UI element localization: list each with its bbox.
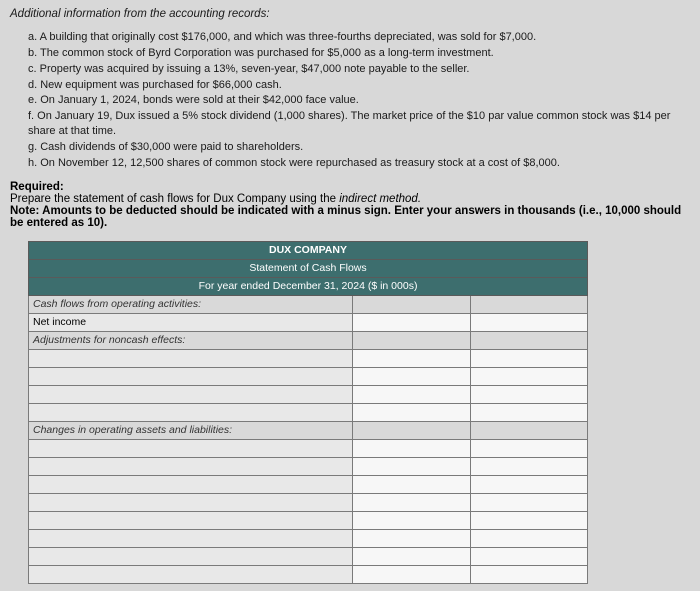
cell-input[interactable] (470, 547, 587, 565)
table-period: For year ended December 31, 2024 ($ in 0… (29, 277, 588, 295)
table-subtitle: Statement of Cash Flows (29, 259, 588, 277)
cell-input[interactable] (353, 367, 470, 385)
info-item-f: f. On January 19, Dux issued a 5% stock … (28, 109, 690, 139)
cell-input[interactable] (353, 331, 470, 349)
cell-input[interactable] (470, 439, 587, 457)
cell-input[interactable] (470, 349, 587, 367)
cell-input[interactable] (470, 403, 587, 421)
cell-input[interactable] (353, 349, 470, 367)
table-row (29, 457, 588, 475)
cell-input[interactable] (353, 295, 470, 313)
cell-input[interactable] (29, 529, 353, 547)
info-item-g: g. Cash dividends of $30,000 were paid t… (28, 140, 690, 155)
info-item-c: c. Property was acquired by issuing a 13… (28, 62, 690, 77)
row-adjustments: Adjustments for noncash effects: (29, 331, 588, 349)
table-row (29, 511, 588, 529)
cell-input[interactable] (29, 439, 353, 457)
cell-input[interactable] (470, 385, 587, 403)
cell-input[interactable] (353, 385, 470, 403)
table-row (29, 565, 588, 583)
cell-input[interactable] (29, 349, 353, 367)
cell-input[interactable] (470, 493, 587, 511)
table-row (29, 439, 588, 457)
table-row (29, 349, 588, 367)
cell-input[interactable] (29, 547, 353, 565)
row-netincome: Net income (29, 313, 588, 331)
cell-input[interactable] (470, 475, 587, 493)
cell-input[interactable] (29, 493, 353, 511)
cell-input[interactable] (470, 529, 587, 547)
cell-input[interactable] (470, 295, 587, 313)
cell-input[interactable] (353, 493, 470, 511)
row-operating: Cash flows from operating activities: (29, 295, 588, 313)
cell-input[interactable] (470, 331, 587, 349)
required-text: Prepare the statement of cash flows for … (10, 193, 690, 205)
cell-input[interactable] (29, 403, 353, 421)
info-item-a: a. A building that originally cost $176,… (28, 30, 690, 45)
cell-input[interactable] (29, 475, 353, 493)
cell-input[interactable] (353, 421, 470, 439)
table-row (29, 367, 588, 385)
required-block: Required: Prepare the statement of cash … (10, 181, 690, 229)
cell-input[interactable] (470, 511, 587, 529)
cashflow-table-wrap: DUX COMPANY Statement of Cash Flows For … (28, 241, 588, 584)
cell-input[interactable] (29, 511, 353, 529)
row-changes: Changes in operating assets and liabilit… (29, 421, 588, 439)
required-note: Note: Amounts to be deducted should be i… (10, 205, 690, 229)
table-row (29, 547, 588, 565)
table-row (29, 403, 588, 421)
info-item-b: b. The common stock of Byrd Corporation … (28, 46, 690, 61)
cell-input[interactable] (470, 313, 587, 331)
cell-input[interactable] (353, 457, 470, 475)
cell-input[interactable] (470, 421, 587, 439)
cell-input[interactable] (353, 403, 470, 421)
cell-input[interactable] (470, 565, 587, 583)
table-row (29, 385, 588, 403)
info-list: a. A building that originally cost $176,… (10, 30, 690, 171)
table-row (29, 529, 588, 547)
info-item-d: d. New equipment was purchased for $66,0… (28, 78, 690, 93)
cell-input[interactable] (353, 475, 470, 493)
cell-input[interactable] (470, 457, 587, 475)
cell-input[interactable] (353, 439, 470, 457)
info-item-h: h. On November 12, 12,500 shares of comm… (28, 156, 690, 171)
table-title: DUX COMPANY (29, 241, 588, 259)
cell-input[interactable] (353, 511, 470, 529)
cell-input[interactable] (353, 313, 470, 331)
cell-input[interactable] (353, 565, 470, 583)
cell-input[interactable] (29, 457, 353, 475)
cell-input[interactable] (470, 367, 587, 385)
info-item-e: e. On January 1, 2024, bonds were sold a… (28, 93, 690, 108)
table-row (29, 475, 588, 493)
cell-input[interactable] (353, 529, 470, 547)
required-label: Required: (10, 181, 690, 193)
cell-input[interactable] (353, 547, 470, 565)
cashflow-table: DUX COMPANY Statement of Cash Flows For … (28, 241, 588, 584)
cell-input[interactable] (29, 565, 353, 583)
intro-text: Additional information from the accounti… (10, 8, 690, 20)
cell-input[interactable] (29, 367, 353, 385)
table-row (29, 493, 588, 511)
cell-input[interactable] (29, 385, 353, 403)
